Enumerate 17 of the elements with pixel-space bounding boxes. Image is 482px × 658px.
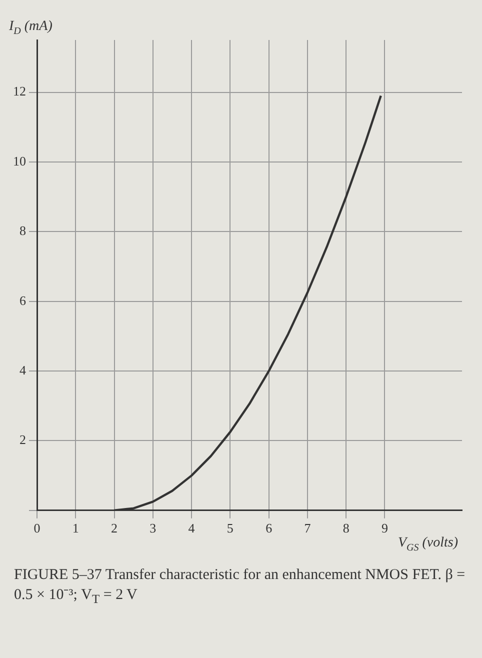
y-tick-label: 6: [20, 292, 26, 308]
y-tick-label: 4: [20, 362, 26, 378]
y-tick-label: 2: [20, 432, 26, 448]
y-tick-label: 10: [13, 153, 26, 168]
x-tick-label: 0: [34, 520, 40, 536]
y-tick-label: 8: [20, 223, 26, 238]
y-tick-label: 12: [13, 84, 26, 99]
x-tick-label: 9: [381, 520, 388, 536]
x-tick-label: 3: [150, 520, 156, 536]
x-tick-label: 4: [188, 520, 196, 536]
text: FIGURE 5–37 Transfer characteristic for an enhancement NMOS FET. β = 0.5 × 10⁻³; V$_{T}$ = 2 V: [14, 566, 466, 607]
x-tick-label: 6: [266, 520, 273, 536]
x-tick-label: 2: [111, 520, 118, 536]
x-tick-label: 7: [304, 520, 312, 536]
x-tick-label: 1: [72, 520, 79, 536]
x-tick-label: 5: [226, 520, 234, 536]
x-tick-label: 8: [342, 520, 350, 536]
